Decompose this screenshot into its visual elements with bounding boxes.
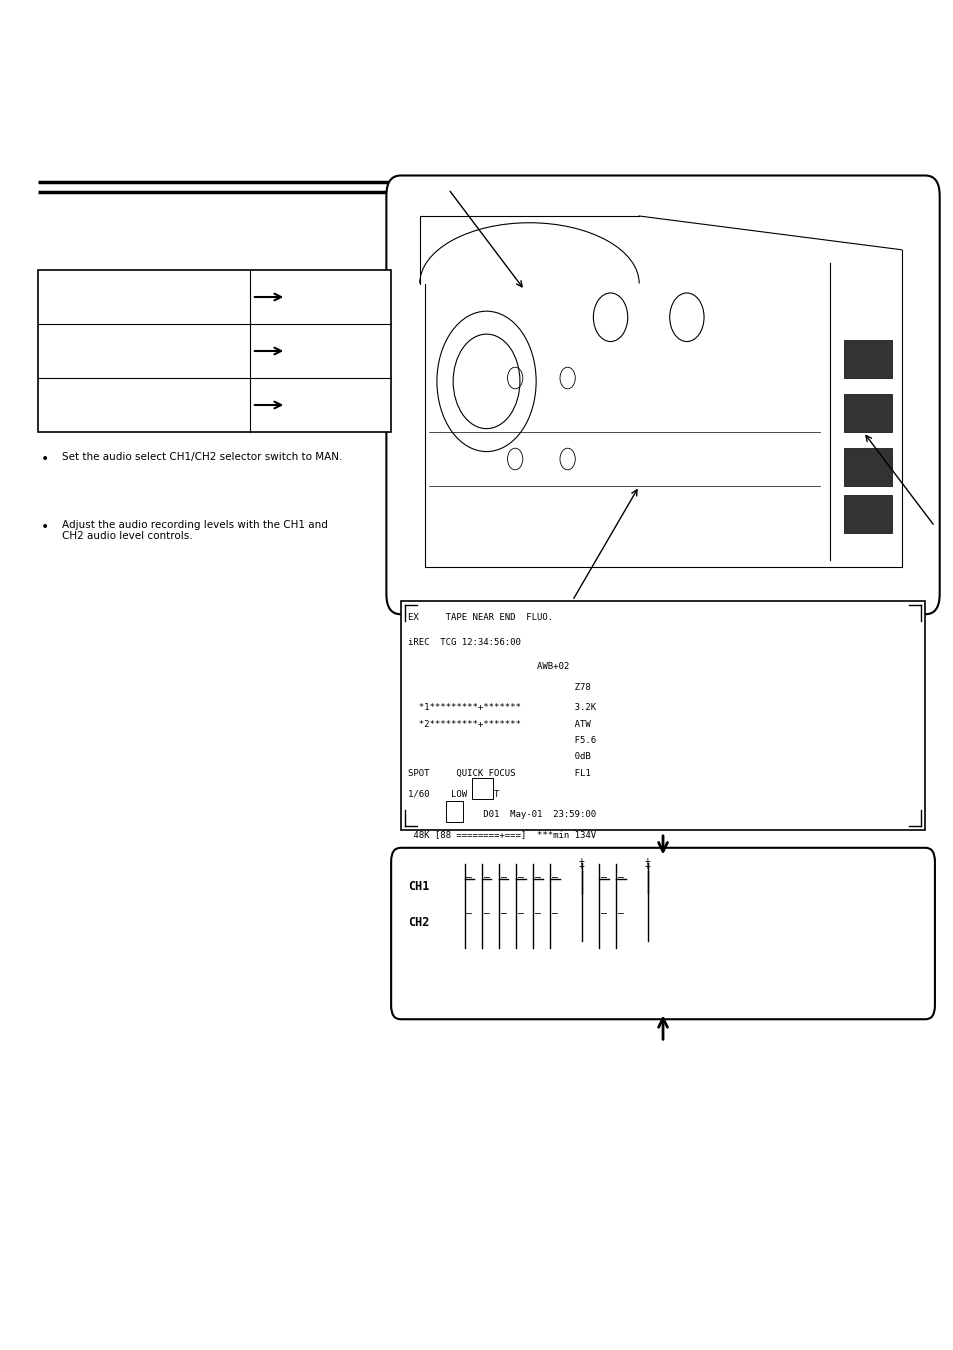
- Text: •: •: [41, 452, 50, 466]
- Bar: [843, 340, 891, 378]
- Bar: [400, 601, 924, 830]
- Text: •: •: [41, 520, 50, 533]
- Text: —: —: [535, 872, 540, 882]
- Text: —: —: [618, 907, 623, 918]
- Text: *2*********+*******          ATW: *2*********+******* ATW: [408, 720, 591, 729]
- Text: —: —: [517, 907, 523, 918]
- Bar: [843, 448, 891, 486]
- Text: —: —: [483, 907, 489, 918]
- Text: +: +: [644, 861, 650, 871]
- Text: +: +: [578, 856, 584, 867]
- Text: —: —: [552, 872, 558, 882]
- Text: D01  May-01  23:59:00: D01 May-01 23:59:00: [408, 810, 596, 818]
- Text: CH1: CH1: [408, 880, 429, 892]
- Text: —: —: [552, 907, 558, 918]
- Text: iREC  TCG 12:34:56:00: iREC TCG 12:34:56:00: [408, 637, 520, 647]
- Text: —: —: [466, 907, 472, 918]
- Text: —: —: [500, 872, 506, 882]
- Text: —: —: [500, 907, 506, 918]
- Text: —: —: [600, 872, 606, 882]
- Text: *1*********+*******          3.2K: *1*********+******* 3.2K: [408, 703, 596, 713]
- Text: —: —: [600, 907, 606, 918]
- Text: 48K [88 ========+===]  ***min 134V: 48K [88 ========+===] ***min 134V: [408, 830, 596, 840]
- Text: Z78: Z78: [408, 683, 591, 691]
- Text: —: —: [535, 907, 540, 918]
- FancyBboxPatch shape: [386, 176, 939, 614]
- Text: EX     TAPE NEAR END  FLUO.: EX TAPE NEAR END FLUO.: [408, 613, 553, 622]
- Text: —: —: [483, 872, 489, 882]
- Text: 0dB: 0dB: [408, 752, 591, 761]
- Text: F5.6: F5.6: [408, 736, 596, 745]
- Bar: [445, 801, 462, 822]
- Text: 1/60    LOW LIGHT: 1/60 LOW LIGHT: [408, 790, 499, 798]
- Text: CH2: CH2: [408, 915, 429, 929]
- Bar: [472, 778, 493, 799]
- Text: AWB+02: AWB+02: [408, 663, 569, 671]
- Text: +: +: [644, 856, 650, 867]
- FancyBboxPatch shape: [391, 848, 934, 1019]
- Text: SPOT     QUICK FOCUS           FL1: SPOT QUICK FOCUS FL1: [408, 768, 591, 778]
- Text: +: +: [578, 861, 584, 871]
- Text: Adjust the audio recording levels with the CH1 and
CH2 audio level controls.: Adjust the audio recording levels with t…: [62, 520, 328, 541]
- Text: —: —: [618, 872, 623, 882]
- Text: —: —: [517, 872, 523, 882]
- Bar: [843, 495, 891, 533]
- Bar: [38, 270, 391, 432]
- Bar: [843, 394, 891, 432]
- Text: —: —: [466, 872, 472, 882]
- Text: Set the audio select CH1/CH2 selector switch to MAN.: Set the audio select CH1/CH2 selector sw…: [62, 452, 342, 462]
